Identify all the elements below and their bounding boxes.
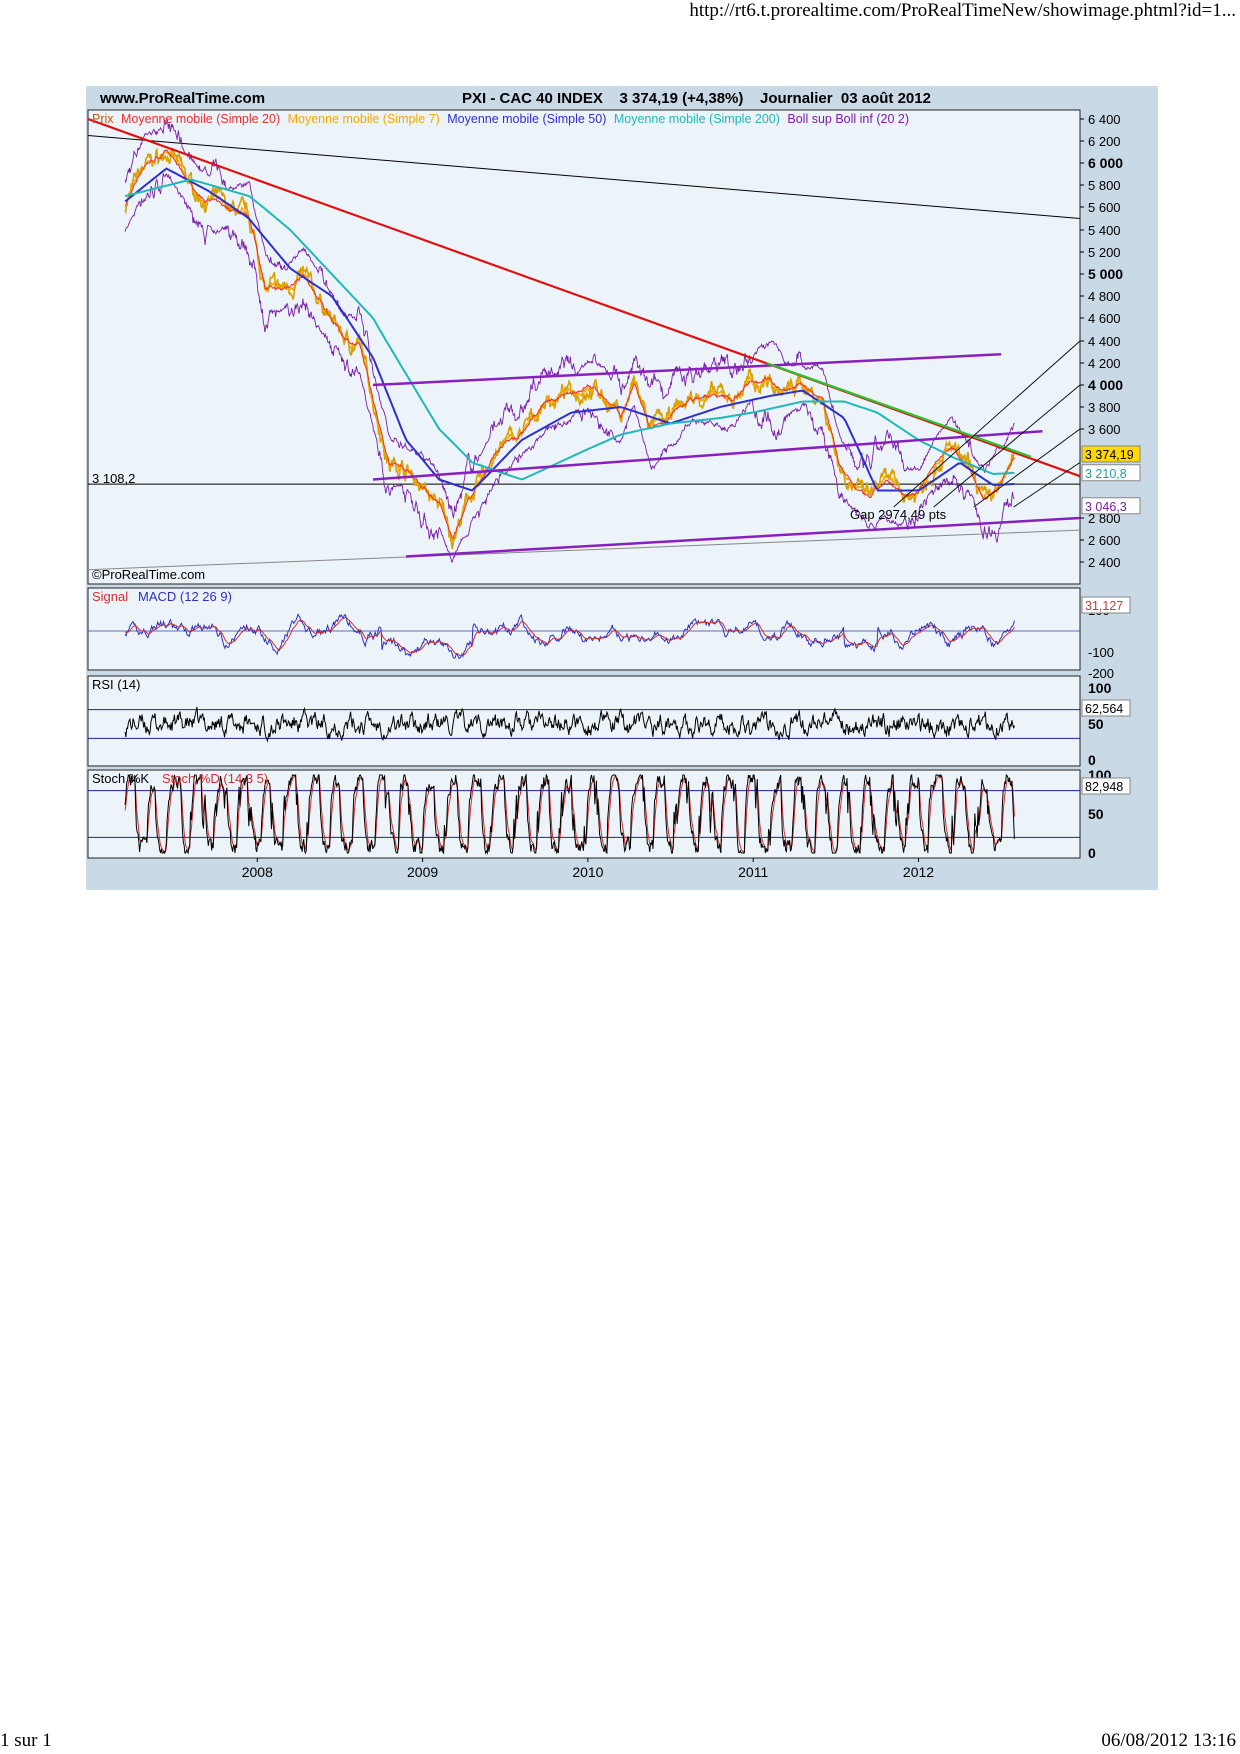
stoch-tick-2: 0 — [1088, 845, 1096, 861]
chart-site-label: www.ProRealTime.com — [99, 90, 265, 107]
y-tick-label-3: 5 800 — [1088, 178, 1121, 193]
copyright-label: ©ProRealTime.com — [92, 567, 205, 582]
svg-text:3 210,8: 3 210,8 — [1085, 467, 1127, 481]
y-tick-label-9: 4 600 — [1088, 311, 1121, 326]
channel-lower — [405, 516, 1081, 558]
series-ma200 — [124, 178, 1015, 481]
rsi-tick-1: 50 — [1088, 716, 1104, 732]
chart-title: PXI - CAC 40 INDEX 3 374,19 (+4,38%) Jou… — [462, 90, 931, 107]
y-tick-label-8: 4 800 — [1088, 289, 1121, 304]
y-tick-label-4: 5 600 — [1088, 200, 1121, 215]
y-tick-label-12: 4 000 — [1088, 377, 1123, 393]
value-box-rsi: 62,564 — [1081, 699, 1131, 717]
value-box-ma200: 3 210,8 — [1081, 464, 1141, 482]
svg-text:3 374,19: 3 374,19 — [1085, 448, 1134, 462]
legend-ma200: Moyenne mobile (Simple 200) — [614, 112, 780, 126]
page-footer-left: 1 sur 1 — [0, 1730, 52, 1751]
svg-text:3 046,3: 3 046,3 — [1085, 500, 1127, 514]
trendline-grey-bottom — [87, 529, 1081, 571]
y-tick-label-7: 5 000 — [1088, 266, 1123, 282]
y-tick-label-16: 2 600 — [1088, 533, 1121, 548]
page-url: http://rt6.t.prorealtime.com/ProRealTime… — [689, 0, 1236, 21]
x-tick-label-2009: 2009 — [407, 864, 438, 880]
x-tick-label-2010: 2010 — [572, 864, 603, 880]
y-tick-label-5: 5 400 — [1088, 223, 1121, 238]
svg-text:31,127: 31,127 — [1085, 599, 1123, 613]
fan-line-2 — [933, 384, 1081, 508]
gap-annotation: Gap 2974,49 pts — [850, 507, 947, 522]
x-tick-label-2011: 2011 — [738, 864, 768, 880]
macd-tick-1: -100 — [1088, 645, 1114, 660]
y-tick-label-10: 4 400 — [1088, 334, 1121, 349]
channel-upper — [372, 352, 1002, 387]
series-ma20 — [124, 149, 1015, 539]
rsi-panel — [87, 675, 1081, 767]
value-box-price: 3 374,19 — [1081, 445, 1141, 463]
y-tick-label-14: 3 600 — [1088, 422, 1121, 437]
series-price — [124, 147, 1016, 550]
series-rsi — [124, 706, 1015, 743]
chart-frame: www.ProRealTime.com PXI - CAC 40 INDEX 3… — [86, 86, 1158, 890]
trendline-green — [766, 361, 1032, 458]
fan-line-3 — [973, 428, 1081, 508]
series-ma50 — [124, 167, 1015, 492]
legend-ma50: Moyenne mobile (Simple 50) — [447, 112, 606, 126]
y-tick-label-13: 3 800 — [1088, 400, 1121, 415]
svg-text:82,948: 82,948 — [1085, 780, 1123, 794]
page-footer-right: 06/08/2012 13:16 — [1101, 1730, 1236, 1751]
main-panel — [87, 109, 1081, 585]
series-ma7 — [124, 149, 1015, 543]
rsi-tick-0: 100 — [1088, 680, 1112, 696]
y-tick-label-15: 2 800 — [1088, 511, 1121, 526]
y-tick-label-6: 5 200 — [1088, 245, 1121, 260]
macd-signal-label: Signal — [92, 589, 128, 604]
channel-middle — [372, 429, 1043, 481]
series-macd-signal — [124, 616, 1015, 657]
x-tick-label-2012: 2012 — [903, 864, 934, 880]
y-tick-label-2: 6 000 — [1088, 155, 1123, 171]
macd-label: MACD (12 26 9) — [138, 589, 232, 604]
svg-text:62,564: 62,564 — [1085, 702, 1123, 716]
trendline-black-top — [87, 135, 1081, 219]
series-boll-inf — [124, 172, 1015, 563]
value-box-stoch: 82,948 — [1081, 777, 1131, 795]
stoch-d-label: Stoch %D (14 3 5) — [162, 771, 268, 786]
legend-price: Prix — [92, 112, 114, 126]
fan-line-4 — [1013, 462, 1081, 508]
x-tick-label-2008: 2008 — [242, 864, 273, 880]
value-box-boll: 3 046,3 — [1081, 497, 1141, 515]
macd-panel — [87, 587, 1081, 671]
y-tick-label-1: 6 200 — [1088, 134, 1121, 149]
chart-svg: www.ProRealTime.com PXI - CAC 40 INDEX 3… — [87, 90, 1141, 880]
legend-ma20: Moyenne mobile (Simple 20) — [121, 112, 280, 126]
legend-boll: Boll sup Boll inf (20 2) — [787, 112, 909, 126]
rsi-label: RSI (14) — [92, 677, 140, 692]
rsi-tick-2: 0 — [1088, 752, 1096, 768]
stoch-tick-1: 50 — [1088, 806, 1104, 822]
stoch-k-label: Stoch %K — [92, 771, 149, 786]
y-tick-label-17: 2 400 — [1088, 555, 1121, 570]
level-label: 3 108,2 — [92, 471, 135, 486]
y-tick-label-0: 6 400 — [1088, 112, 1121, 127]
series-stoch-k — [124, 773, 1015, 855]
value-box-macd: 31,127 — [1081, 596, 1131, 614]
fan-line-1 — [893, 340, 1081, 508]
legend-ma7: Moyenne mobile (Simple 7) — [288, 112, 440, 126]
macd-tick-2: -200 — [1088, 666, 1114, 681]
main-legend: Prix Moyenne mobile (Simple 20) Moyenne … — [92, 112, 909, 126]
y-tick-label-11: 4 200 — [1088, 356, 1121, 371]
series-boll-sup — [124, 119, 1015, 519]
